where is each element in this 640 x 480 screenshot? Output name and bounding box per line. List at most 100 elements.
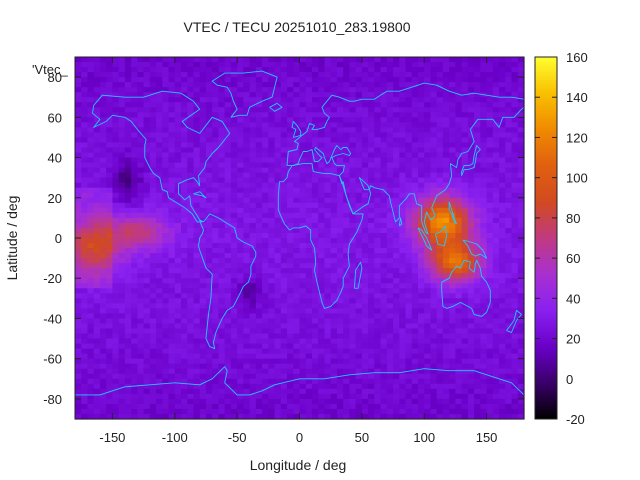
heatmap-cell — [187, 212, 195, 219]
heatmap-cell — [162, 333, 170, 340]
heatmap-cell — [505, 388, 513, 395]
heatmap-cell — [486, 243, 494, 249]
heatmap-cell — [168, 398, 176, 405]
heatmap-cell — [212, 238, 220, 244]
heatmap-cell — [255, 283, 263, 289]
heatmap-cell — [474, 142, 481, 149]
heatmap-cell — [336, 72, 344, 78]
heatmap-cell — [324, 253, 332, 259]
heatmap-cell — [99, 343, 107, 350]
heatmap-cell — [499, 293, 506, 299]
heatmap-cell — [305, 162, 313, 169]
heatmap-cell — [99, 288, 107, 294]
heatmap-cell — [199, 132, 207, 139]
heatmap-cell — [106, 212, 114, 219]
heatmap-cell — [93, 303, 101, 309]
heatmap-cell — [343, 398, 350, 405]
heatmap-cell — [436, 368, 444, 375]
heatmap-cell — [442, 97, 450, 103]
heatmap-cell — [237, 328, 244, 335]
heatmap-cell — [205, 137, 213, 144]
heatmap-cell — [349, 57, 357, 63]
heatmap-cell — [436, 157, 444, 164]
heatmap-cell — [199, 248, 207, 254]
heatmap-cell — [349, 77, 357, 83]
heatmap-cell — [187, 368, 195, 375]
heatmap-cell — [405, 97, 413, 103]
heatmap-cell — [343, 358, 350, 365]
heatmap-cell — [318, 258, 326, 264]
heatmap-cell — [318, 197, 326, 204]
heatmap-cell — [230, 97, 238, 103]
heatmap-cell — [318, 202, 326, 209]
heatmap-cell — [449, 238, 457, 244]
heatmap-cell — [124, 217, 132, 224]
heatmap-cell — [255, 152, 263, 159]
heatmap-cell — [380, 253, 388, 259]
heatmap-cell — [417, 243, 425, 249]
heatmap-cell — [218, 298, 226, 304]
heatmap-cell — [455, 72, 463, 78]
heatmap-cell — [199, 263, 207, 269]
heatmap-cell — [137, 278, 145, 284]
heatmap-cell — [280, 268, 288, 274]
heatmap-cell — [449, 97, 457, 103]
heatmap-cell — [336, 147, 344, 154]
heatmap-cell — [324, 202, 332, 209]
heatmap-cell — [205, 142, 213, 149]
heatmap-cell — [205, 328, 213, 335]
heatmap-cell — [280, 227, 288, 234]
heatmap-cell — [168, 318, 176, 325]
heatmap-cell — [492, 222, 500, 229]
heatmap-cell — [137, 67, 145, 73]
heatmap-cell — [461, 87, 469, 93]
heatmap-cell — [162, 162, 170, 169]
heatmap-cell — [405, 393, 413, 400]
heatmap-cell — [243, 187, 251, 194]
heatmap-cell — [492, 388, 500, 395]
heatmap-cell — [311, 212, 319, 219]
heatmap-cell — [243, 107, 251, 113]
heatmap-cell — [293, 393, 301, 400]
heatmap-cell — [137, 238, 145, 244]
heatmap-cell — [212, 293, 220, 299]
heatmap-cell — [436, 177, 444, 184]
heatmap-cell — [399, 117, 407, 123]
heatmap-cell — [374, 167, 382, 174]
heatmap-cell — [517, 137, 525, 144]
heatmap-cell — [287, 197, 294, 204]
heatmap-cell — [137, 207, 145, 214]
heatmap-cell — [436, 182, 444, 189]
heatmap-cell — [87, 343, 95, 350]
heatmap-cell — [324, 57, 332, 63]
heatmap-cell — [380, 97, 388, 103]
heatmap-cell — [81, 82, 89, 88]
heatmap-cell — [349, 197, 357, 204]
heatmap-cell — [399, 182, 407, 189]
heatmap-cell — [118, 57, 126, 63]
heatmap-cell — [368, 308, 375, 315]
heatmap-cell — [505, 197, 513, 204]
heatmap-cell — [374, 197, 382, 204]
heatmap-cell — [499, 333, 506, 340]
heatmap-cell — [280, 388, 288, 395]
heatmap-cell — [205, 283, 213, 289]
heatmap-cell — [118, 102, 126, 108]
heatmap-cell — [305, 107, 313, 113]
heatmap-cell — [461, 398, 469, 405]
heatmap-cell — [486, 187, 494, 194]
heatmap-cell — [112, 107, 120, 113]
heatmap-cell — [505, 393, 513, 400]
heatmap-cell — [262, 92, 269, 98]
heatmap-cell — [480, 358, 488, 365]
heatmap-cell — [455, 258, 463, 264]
heatmap-cell — [75, 303, 82, 309]
heatmap-cell — [181, 328, 188, 335]
heatmap-cell — [393, 238, 400, 244]
heatmap-cell — [230, 313, 238, 320]
heatmap-cell — [230, 363, 238, 370]
heatmap-cell — [93, 338, 101, 345]
heatmap-cell — [137, 388, 145, 395]
heatmap-cell — [511, 77, 519, 83]
heatmap-cell — [255, 207, 263, 214]
